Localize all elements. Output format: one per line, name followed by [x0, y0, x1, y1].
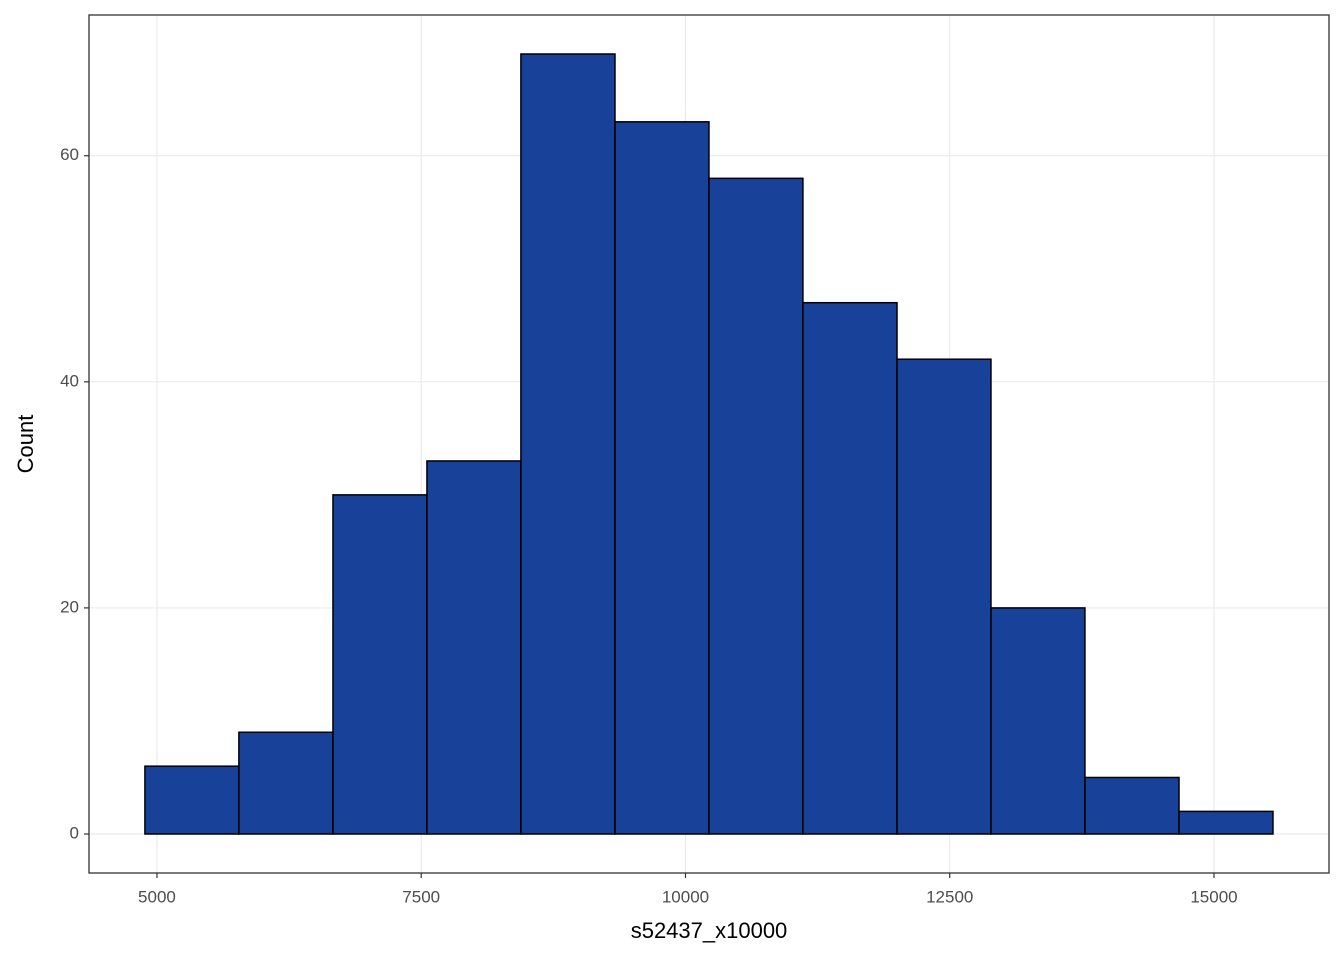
- y-axis-title: Count: [13, 415, 38, 474]
- x-axis-title: s52437_x10000: [631, 918, 788, 943]
- bar: [332, 494, 428, 835]
- bar: [990, 607, 1086, 835]
- y-tick-label: 0: [70, 823, 79, 842]
- bar: [520, 53, 616, 835]
- bar: [896, 358, 992, 835]
- x-tick-label: 7500: [402, 887, 440, 906]
- bar: [238, 731, 334, 835]
- x-tick-label: 10000: [662, 887, 709, 906]
- x-tick-label: 5000: [138, 887, 176, 906]
- bar: [144, 765, 240, 835]
- bar: [708, 177, 804, 835]
- bar: [1178, 810, 1274, 835]
- bar: [426, 460, 522, 835]
- y-tick-label: 20: [60, 597, 79, 616]
- y-tick-label: 40: [60, 371, 79, 390]
- bar: [802, 301, 898, 835]
- x-tick-label: 15000: [1190, 887, 1237, 906]
- y-tick-label: 60: [60, 145, 79, 164]
- bar: [614, 121, 710, 835]
- x-tick-label: 12500: [926, 887, 973, 906]
- plot-border: [88, 14, 1330, 874]
- bar: [1084, 776, 1180, 835]
